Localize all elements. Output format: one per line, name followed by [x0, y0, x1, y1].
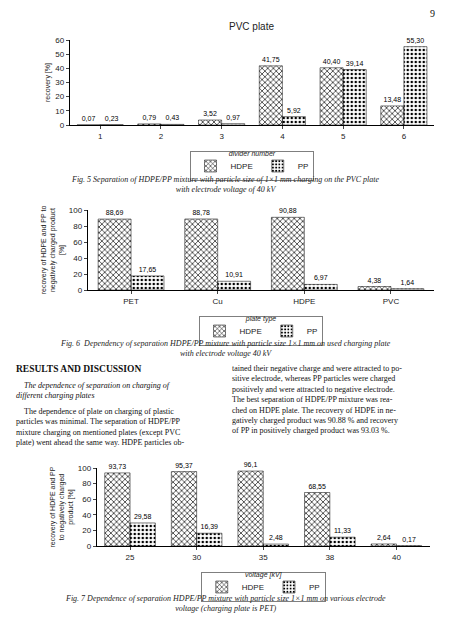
svg-text:4: 4 [280, 132, 285, 141]
svg-text:The dependence of plate on cha: The dependence of plate on charging of p… [16, 407, 184, 447]
svg-text:95,37: 95,37 [175, 462, 193, 469]
svg-text:11,33: 11,33 [334, 527, 351, 534]
svg-text:20: 20 [82, 526, 91, 535]
svg-text:voltage [kV]: voltage [kV] [245, 571, 283, 579]
svg-text:0,97: 0,97 [226, 114, 240, 121]
svg-text:96,1: 96,1 [244, 461, 258, 468]
svg-text:88,69: 88,69 [106, 209, 124, 216]
svg-text:2,64: 2,64 [377, 534, 391, 541]
svg-text:93,73: 93,73 [109, 463, 127, 470]
svg-text:60: 60 [73, 238, 82, 247]
svg-text:2: 2 [159, 132, 164, 141]
svg-text:recovery of HDPE and PP tonega: recovery of HDPE and PP tonegatively cha… [40, 206, 66, 295]
svg-text:3,52: 3,52 [203, 110, 217, 117]
svg-text:HDPE: HDPE [242, 583, 264, 592]
svg-text:divider number: divider number [229, 150, 276, 157]
svg-text:2,48: 2,48 [269, 534, 283, 541]
svg-text:40: 40 [73, 254, 82, 263]
svg-text:6: 6 [402, 132, 407, 141]
svg-text:HDPE: HDPE [231, 162, 253, 171]
svg-text:PVC plate: PVC plate [229, 21, 274, 32]
svg-text:20: 20 [55, 92, 64, 101]
svg-text:0: 0 [78, 286, 83, 295]
svg-text:Fig. 7 Dependence of separatio: Fig. 7 Dependence of separation HDPE/PP … [65, 594, 386, 613]
svg-text:80: 80 [82, 479, 91, 488]
svg-text:25: 25 [126, 553, 135, 562]
svg-text:29,58: 29,58 [134, 513, 152, 520]
svg-text:50: 50 [55, 50, 64, 59]
svg-text:60: 60 [82, 495, 91, 504]
svg-text:10,91: 10,91 [225, 271, 243, 278]
svg-text:17,65: 17,65 [139, 266, 157, 273]
svg-text:0: 0 [60, 121, 65, 130]
svg-text:PP: PP [309, 583, 320, 592]
svg-text:68,55: 68,55 [308, 483, 326, 490]
svg-text:55,30: 55,30 [407, 37, 425, 44]
svg-text:PP: PP [298, 162, 309, 171]
svg-text:Fig. 5 Separation of HDPE/PP m: Fig. 5 Separation of HDPE/PP mixture wit… [71, 175, 380, 194]
svg-text:40: 40 [82, 511, 91, 520]
svg-text:38: 38 [325, 553, 334, 562]
svg-text:The dependence of separation o: The dependence of separation on charging… [16, 381, 171, 400]
svg-text:20: 20 [73, 270, 82, 279]
svg-text:Cu: Cu [213, 297, 223, 306]
svg-text:30: 30 [192, 553, 201, 562]
svg-text:PET: PET [123, 297, 139, 306]
svg-text:10: 10 [55, 107, 64, 116]
svg-text:0: 0 [87, 542, 92, 551]
svg-text:0,07: 0,07 [82, 115, 96, 122]
svg-text:35: 35 [259, 553, 268, 562]
svg-text:plate type: plate type [245, 315, 276, 323]
svg-text:1: 1 [98, 132, 103, 141]
svg-text:HDPE: HDPE [293, 297, 315, 306]
svg-text:5,92: 5,92 [287, 107, 301, 114]
svg-text:0,43: 0,43 [166, 114, 180, 121]
svg-text:41,75: 41,75 [262, 56, 280, 63]
svg-text:HDPE: HDPE [240, 327, 262, 336]
svg-text:0,79: 0,79 [142, 114, 156, 121]
svg-text:16,39: 16,39 [200, 523, 218, 530]
svg-text:RESULTS AND DISCUSSION: RESULTS AND DISCUSSION [16, 364, 141, 374]
svg-text:39,14: 39,14 [346, 60, 364, 67]
svg-text:13,48: 13,48 [384, 96, 402, 103]
svg-text:0,17: 0,17 [402, 536, 416, 543]
svg-text:100: 100 [78, 464, 92, 473]
svg-text:5: 5 [341, 132, 346, 141]
svg-text:90,88: 90,88 [279, 207, 297, 214]
svg-text:PP: PP [307, 327, 318, 336]
svg-text:tained their negative charge a: tained their negative charge and were at… [232, 364, 402, 435]
svg-text:80: 80 [73, 222, 82, 231]
svg-text:1,64: 1,64 [401, 279, 415, 286]
svg-text:recovery [%]: recovery [%] [44, 63, 52, 102]
svg-text:40,40: 40,40 [323, 58, 341, 65]
svg-text:30: 30 [55, 78, 64, 87]
svg-text:9: 9 [430, 8, 435, 19]
svg-text:recovery of HDPE and PPto nega: recovery of HDPE and PPto negatively cha… [49, 466, 75, 547]
svg-text:40: 40 [392, 553, 401, 562]
svg-text:0,23: 0,23 [105, 115, 119, 122]
svg-text:88,78: 88,78 [192, 209, 210, 216]
svg-text:60: 60 [55, 36, 64, 45]
svg-text:Fig. 6 Dependency of separati: Fig. 6 Dependency of separation HDPE/PP … [60, 339, 391, 358]
svg-text:3: 3 [219, 132, 224, 141]
svg-text:100: 100 [69, 206, 83, 215]
svg-text:40: 40 [55, 64, 64, 73]
svg-text:PVC: PVC [383, 297, 400, 306]
svg-text:4,38: 4,38 [368, 277, 382, 284]
svg-text:6,97: 6,97 [314, 274, 328, 281]
